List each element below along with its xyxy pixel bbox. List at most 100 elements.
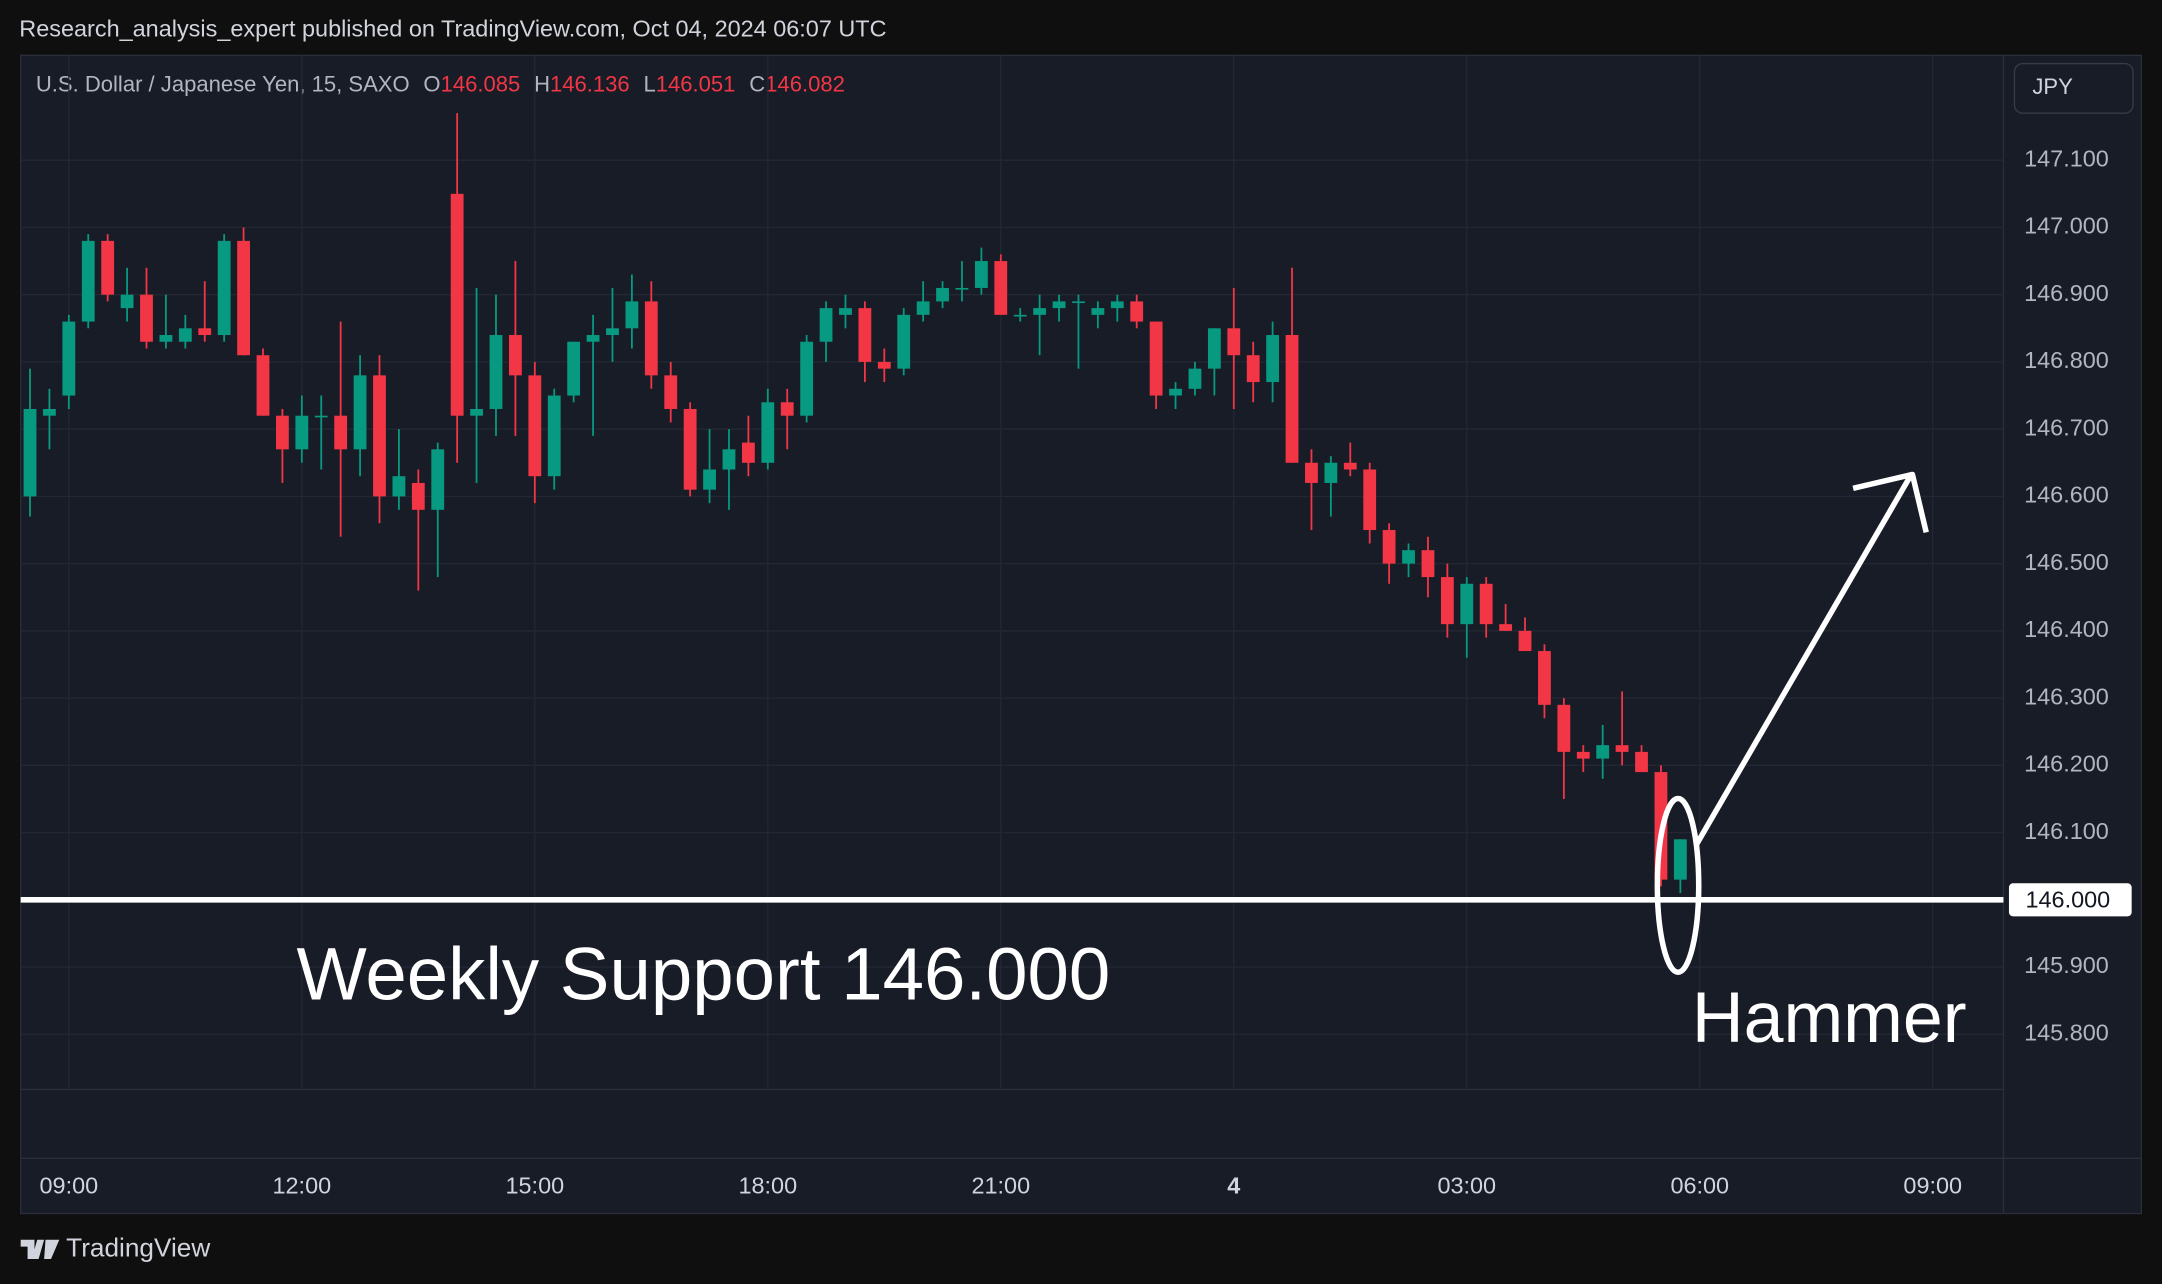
y-tick-label: 146.600 <box>2024 482 2109 508</box>
candle-body <box>1072 301 1085 304</box>
support-price-label: 146.000 <box>2025 886 2110 912</box>
x-tick-label: 06:00 <box>1670 1173 1729 1199</box>
candle-body <box>81 240 95 322</box>
ohlc-value: 146.051 <box>656 71 736 96</box>
candle-body <box>877 361 891 369</box>
candle-body <box>489 335 503 409</box>
candle-body <box>43 408 56 416</box>
candle-body <box>1091 308 1105 315</box>
candle-body <box>450 193 464 416</box>
candle-body <box>936 287 949 302</box>
candle-body <box>1615 745 1629 752</box>
y-tick-label: 147.100 <box>2024 145 2109 171</box>
support-text: Weekly Support 146.000 <box>296 932 1110 1015</box>
candle-body <box>1596 745 1610 759</box>
candle-body <box>1052 301 1066 309</box>
candle-body <box>1305 462 1318 483</box>
candle-body <box>178 328 192 342</box>
candle-body <box>334 415 348 450</box>
candle-body <box>373 375 386 497</box>
candle-body <box>683 408 697 490</box>
y-tick-label: 146.700 <box>2024 414 2109 440</box>
x-tick-label: 09:00 <box>1903 1173 1962 1199</box>
candle-body <box>1013 314 1027 317</box>
candle-body <box>974 261 988 288</box>
candle-body <box>140 294 153 342</box>
brand: TradingView <box>66 1232 210 1262</box>
candle-body <box>1343 462 1357 470</box>
currency[interactable]: JPY <box>2032 74 2073 99</box>
ohlc-value: 146.136 <box>550 71 630 96</box>
hammer-annotation: Hammer <box>1654 471 1967 1058</box>
candle-body <box>217 240 231 336</box>
arrow-shaft <box>1693 475 1913 847</box>
candle-body <box>1110 301 1124 309</box>
candle-body <box>1460 583 1474 625</box>
ohlc-value: 146.085 <box>441 71 521 96</box>
x-tick-label: 4 <box>1227 1173 1240 1199</box>
candle-body <box>528 375 542 477</box>
candle-body <box>62 321 76 396</box>
candle-body <box>955 287 969 290</box>
candle-body <box>606 328 619 336</box>
candle-body <box>1149 321 1163 396</box>
candle-body <box>1033 308 1047 315</box>
candle-body <box>1130 301 1144 322</box>
candle-body <box>800 341 814 416</box>
y-tick-label: 145.800 <box>2024 1019 2109 1045</box>
logo-mark <box>20 1239 60 1260</box>
candle-body <box>586 335 600 342</box>
candle-body <box>916 301 930 315</box>
candle-body <box>1538 651 1551 705</box>
y-tick-label: 146.100 <box>2024 818 2109 844</box>
candle-body <box>1266 335 1280 383</box>
candle-body <box>1227 328 1241 356</box>
x-tick-label: 03:00 <box>1437 1173 1496 1199</box>
candle-body <box>567 341 581 396</box>
x-tick-label: 09:00 <box>40 1173 99 1199</box>
candle-body <box>547 395 561 477</box>
candle-body <box>722 449 736 470</box>
candle-body <box>1402 550 1415 564</box>
hammer-label: Hammer <box>1692 978 1967 1058</box>
candle-body <box>664 375 678 409</box>
candle-body <box>1421 550 1435 578</box>
candle-body <box>625 301 639 329</box>
candle-body <box>1363 469 1377 531</box>
candle-body <box>1673 839 1687 880</box>
arrow-head <box>1852 471 1929 534</box>
candle-body <box>1440 577 1454 625</box>
symbol: U.S. Dollar / Japanese Yen, 15, SAXO <box>36 71 410 96</box>
candle-body <box>1246 355 1260 383</box>
candle-body <box>761 402 775 463</box>
ohlc-key: H <box>534 71 550 96</box>
candle-body <box>1169 388 1182 396</box>
candle-body <box>508 335 522 376</box>
y-tick-label: 146.800 <box>2024 347 2109 373</box>
currency-button[interactable] <box>2013 62 2134 114</box>
candle-body <box>819 308 833 342</box>
ohlc-key: C <box>749 71 765 96</box>
plot: 09:00 12:00 15:00 18:00 21:00 4 03:00 06:00 09:0… <box>20 55 2132 1199</box>
candle-body <box>994 261 1008 315</box>
hammer-ellipse <box>1654 795 1702 975</box>
candle-body <box>411 482 425 510</box>
candle-body <box>1285 335 1299 463</box>
symbol-legend: U.S. Dollar / Japanese Yen, 15, SAXO O146… <box>36 71 845 96</box>
chart-panel <box>19 54 2143 1215</box>
candle-body <box>1635 751 1648 773</box>
candle-body <box>431 449 445 510</box>
candle-body <box>1499 624 1513 631</box>
candle-body <box>1382 530 1396 564</box>
y-tick-label: 145.900 <box>2024 952 2109 978</box>
candle-body <box>276 415 289 450</box>
ohlc-value: 146.082 <box>765 71 845 96</box>
y-tick-label: 146.500 <box>2024 549 2109 575</box>
ohlc-key: L <box>643 71 655 96</box>
x-tick-label: 12:00 <box>272 1173 331 1199</box>
y-tick-label: 146.900 <box>2024 280 2109 306</box>
x-tick-label: 18:00 <box>738 1173 797 1199</box>
candle-body <box>1576 751 1590 759</box>
candle-body <box>159 335 173 342</box>
